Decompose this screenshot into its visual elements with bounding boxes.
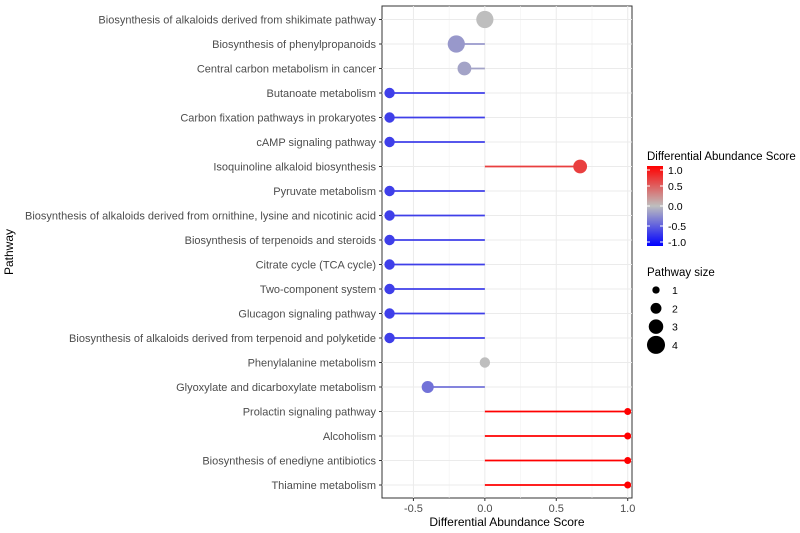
x-tick-label: 0.0 (477, 503, 492, 515)
y-tick-label: Two-component system (260, 284, 376, 296)
x-axis-title: Differential Abundance Score (429, 515, 585, 529)
plot-panel (381, 5, 633, 499)
colorbar-label: 0.0 (668, 201, 683, 213)
y-tick-label: cAMP signaling pathway (256, 137, 376, 149)
lollipop-point (384, 308, 395, 319)
lollipop-point (384, 210, 395, 221)
y-tick-label: Pyruvate metabolism (273, 186, 376, 198)
lollipop-point (624, 481, 632, 489)
y-tick-label: Biosynthesis of alkaloids derived from o… (25, 211, 376, 223)
y-tick-label: Glucagon signaling pathway (238, 309, 376, 321)
y-tick-label: Prolactin signaling pathway (243, 407, 377, 419)
lollipop-point (384, 112, 395, 123)
y-tick-label: Thiamine metabolism (271, 480, 376, 492)
y-tick-label: Alcoholism (323, 431, 376, 443)
y-tick-labels: Biosynthesis of alkaloids derived from s… (25, 15, 382, 492)
colorbar (647, 166, 663, 246)
size-legend-symbol (648, 319, 664, 334)
x-tick-label: 0.5 (549, 503, 564, 515)
lollipop-point (573, 159, 588, 174)
lollipop-point (384, 185, 395, 197)
y-tick-label: Glyoxylate and dicarboxylate metabolism (176, 382, 376, 394)
size-legend-label: 2 (672, 303, 678, 315)
x-tick-label: 1.0 (620, 503, 635, 515)
lollipop-point (476, 10, 494, 29)
lollipop-point (624, 457, 632, 464)
colorbar-label: 0.5 (668, 181, 683, 193)
lollipop-point (479, 357, 491, 368)
colorbar-label: -1.0 (668, 237, 686, 249)
lollipop-point (384, 283, 395, 295)
colorbar-label: -0.5 (668, 221, 686, 233)
size-legend: Pathway size 1 2 3 4 (646, 267, 715, 354)
y-tick-label: Central carbon metabolism in cancer (197, 64, 376, 76)
size-legend-symbol (652, 286, 660, 294)
size-legend-items: 1 2 3 4 (646, 285, 678, 354)
y-tick-label: Citrate cycle (TCA cycle) (256, 260, 376, 272)
lollipop-point (447, 35, 465, 53)
y-tick-label: Biosynthesis of alkaloids derived from t… (69, 333, 376, 345)
y-tick-label: Biosynthesis of phenylpropanoids (212, 39, 376, 51)
lollipop-point (624, 408, 632, 415)
colorbar-labels: 1.0 0.5 0.0 -0.5 -1.0 (647, 165, 686, 249)
y-tick-label: Isoquinoline alkaloid biosynthesis (213, 162, 376, 174)
size-legend-title: Pathway size (647, 267, 715, 279)
x-tick-label: -0.5 (404, 503, 423, 515)
size-legend-label: 4 (672, 340, 678, 352)
size-legend-label: 1 (672, 285, 678, 297)
lollipop-point (421, 380, 434, 394)
size-legend-label: 3 (672, 322, 678, 334)
y-tick-label: Biosynthesis of enediyne antibiotics (202, 456, 376, 468)
lollipop-point (384, 234, 395, 246)
size-legend-symbol (650, 302, 662, 314)
y-tick-label: Biosynthesis of terpenoids and steroids (185, 235, 377, 247)
size-legend-symbol (646, 335, 666, 354)
colorbar-label: 1.0 (668, 165, 683, 177)
y-tick-label: Biosynthesis of alkaloids derived from s… (98, 15, 376, 27)
color-legend-title: Differential Abundance Score (647, 151, 796, 163)
x-tick-labels: -0.5 0.0 0.5 1.0 (404, 498, 635, 515)
lollipop-point (384, 332, 395, 344)
lollipop-points (384, 10, 632, 489)
lollipop-point (384, 136, 395, 148)
y-axis-title: Pathway (2, 229, 16, 275)
lollipop-point (384, 259, 395, 270)
y-tick-label: Carbon fixation pathways in prokaryotes (180, 113, 376, 125)
lollipop-point (457, 61, 472, 76)
y-tick-label: Phenylalanine metabolism (248, 358, 376, 370)
y-tick-label: Butanoate metabolism (267, 88, 376, 100)
lollipop-point (624, 432, 632, 440)
lollipop-point (384, 87, 395, 99)
color-legend: Differential Abundance Score 1.0 0.5 0.0 -0… (647, 151, 796, 249)
